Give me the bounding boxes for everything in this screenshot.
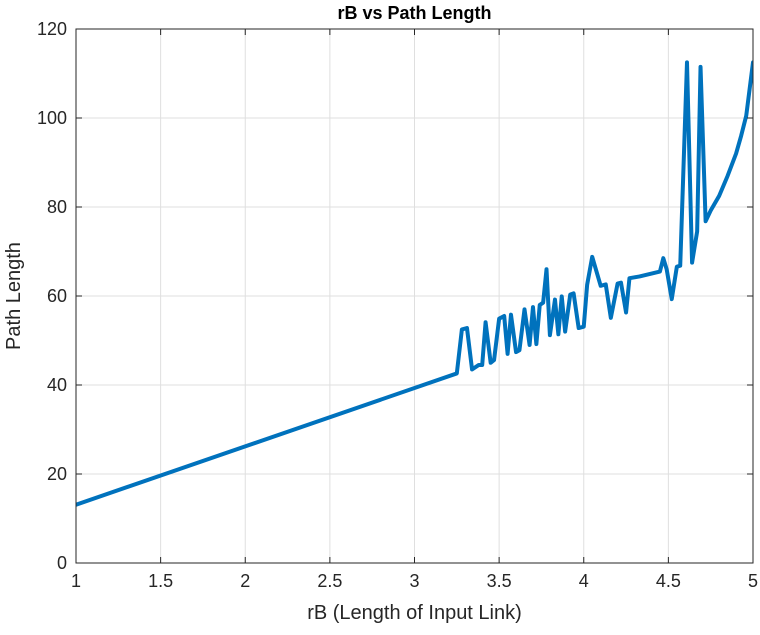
y-tick-label: 20 <box>47 464 67 484</box>
tick-marks <box>75 28 754 564</box>
x-tick-label: 3 <box>409 571 419 591</box>
chart-title: rB vs Path Length <box>337 3 491 23</box>
x-tick-label: 2.5 <box>317 571 342 591</box>
y-tick-labels: 0 20 40 60 80 100 120 <box>37 19 67 573</box>
x-axis-label: rB (Length of Input Link) <box>307 602 522 624</box>
x-tick-label: 4.5 <box>656 571 681 591</box>
series-layer <box>76 60 753 507</box>
y-tick-label: 120 <box>37 19 67 39</box>
y-tick-label: 60 <box>47 286 67 306</box>
x-tick-label: 4 <box>579 571 589 591</box>
x-tick-label: 2 <box>240 571 250 591</box>
x-tick-label: 1.5 <box>148 571 173 591</box>
y-axis-label: Path Length <box>3 242 25 350</box>
x-tick-label: 5 <box>748 571 758 591</box>
x-tick-labels: 1 1.5 2 2.5 3 3.5 4 4.5 5 <box>71 571 758 591</box>
x-tick-label: 3.5 <box>487 571 512 591</box>
y-tick-label: 0 <box>57 553 67 573</box>
series-line <box>76 60 753 507</box>
x-tick-label: 1 <box>71 571 81 591</box>
y-tick-label: 40 <box>47 375 67 395</box>
y-tick-label: 100 <box>37 108 67 128</box>
y-tick-label: 80 <box>47 197 67 217</box>
